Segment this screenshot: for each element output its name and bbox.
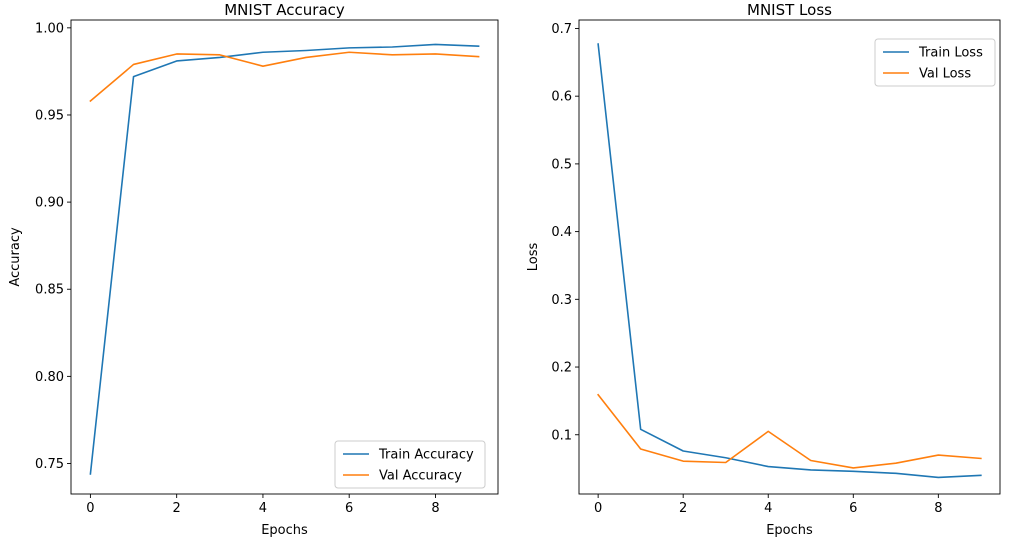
- y-tick-label: 0.4: [551, 225, 572, 240]
- y-tick-label: 0.80: [35, 370, 64, 385]
- y-tick-label: 0.95: [35, 108, 64, 123]
- plot-area-frame: [70, 19, 499, 495]
- y-tick-label: 0.90: [35, 196, 64, 211]
- plot-area-frame: [578, 19, 1001, 495]
- y-tick-label: 0.2: [551, 361, 572, 376]
- series-line-1: [597, 43, 982, 479]
- series-line-1: [89, 43, 480, 475]
- y-tick-label: 0.1: [551, 428, 572, 443]
- x-tick-label: 0: [86, 501, 94, 516]
- y-tick-label: 0.75: [35, 457, 64, 472]
- legend-label: Val Accuracy: [379, 469, 462, 484]
- legend-box: [334, 440, 486, 489]
- y-axis-label: Accuracy: [8, 227, 23, 287]
- legend-box: [874, 38, 996, 87]
- x-tick-label: 6: [849, 501, 857, 516]
- legend: Train Loss Val Loss: [874, 38, 996, 87]
- y-tick-label: 0.3: [551, 293, 572, 308]
- y-tick-label: 1.00: [35, 21, 64, 36]
- chart-panel-1: MNIST Accuracy 0 2 4 6 8 0.75 0.80 0.85 0.90 0.95 1…: [8, 1, 499, 538]
- series-line-2: [597, 393, 982, 469]
- y-axis-label: Loss: [526, 243, 541, 272]
- legend-label: Train Loss: [918, 46, 983, 61]
- x-tick-label: 4: [764, 501, 772, 516]
- chart-title: MNIST Loss: [747, 1, 832, 19]
- series-line-2: [89, 51, 480, 103]
- x-axis-label: Epochs: [766, 523, 813, 538]
- x-tick-label: 0: [594, 501, 602, 516]
- chart-panel-2: MNIST Loss 0 2 4 6 8 0.1 0.2 0.3 0.4 0.5 0.6 0.7 Epoc…: [526, 1, 1001, 538]
- x-tick-label: 2: [173, 501, 181, 516]
- chart-title: MNIST Accuracy: [224, 1, 345, 19]
- y-tick-label: 0.7: [551, 22, 572, 37]
- legend-label: Train Accuracy: [378, 448, 474, 463]
- x-axis-label: Epochs: [261, 523, 308, 538]
- legend-label: Val Loss: [919, 67, 971, 82]
- y-tick-label: 0.6: [551, 90, 572, 105]
- legend: Train Accuracy Val Accuracy: [334, 440, 486, 489]
- y-tick-label: 0.5: [551, 157, 572, 172]
- x-tick-label: 8: [934, 501, 942, 516]
- x-tick-label: 6: [345, 501, 353, 516]
- x-tick-label: 4: [259, 501, 267, 516]
- x-tick-label: 8: [431, 501, 439, 516]
- x-tick-label: 2: [679, 501, 687, 516]
- y-tick-label: 0.85: [35, 283, 64, 298]
